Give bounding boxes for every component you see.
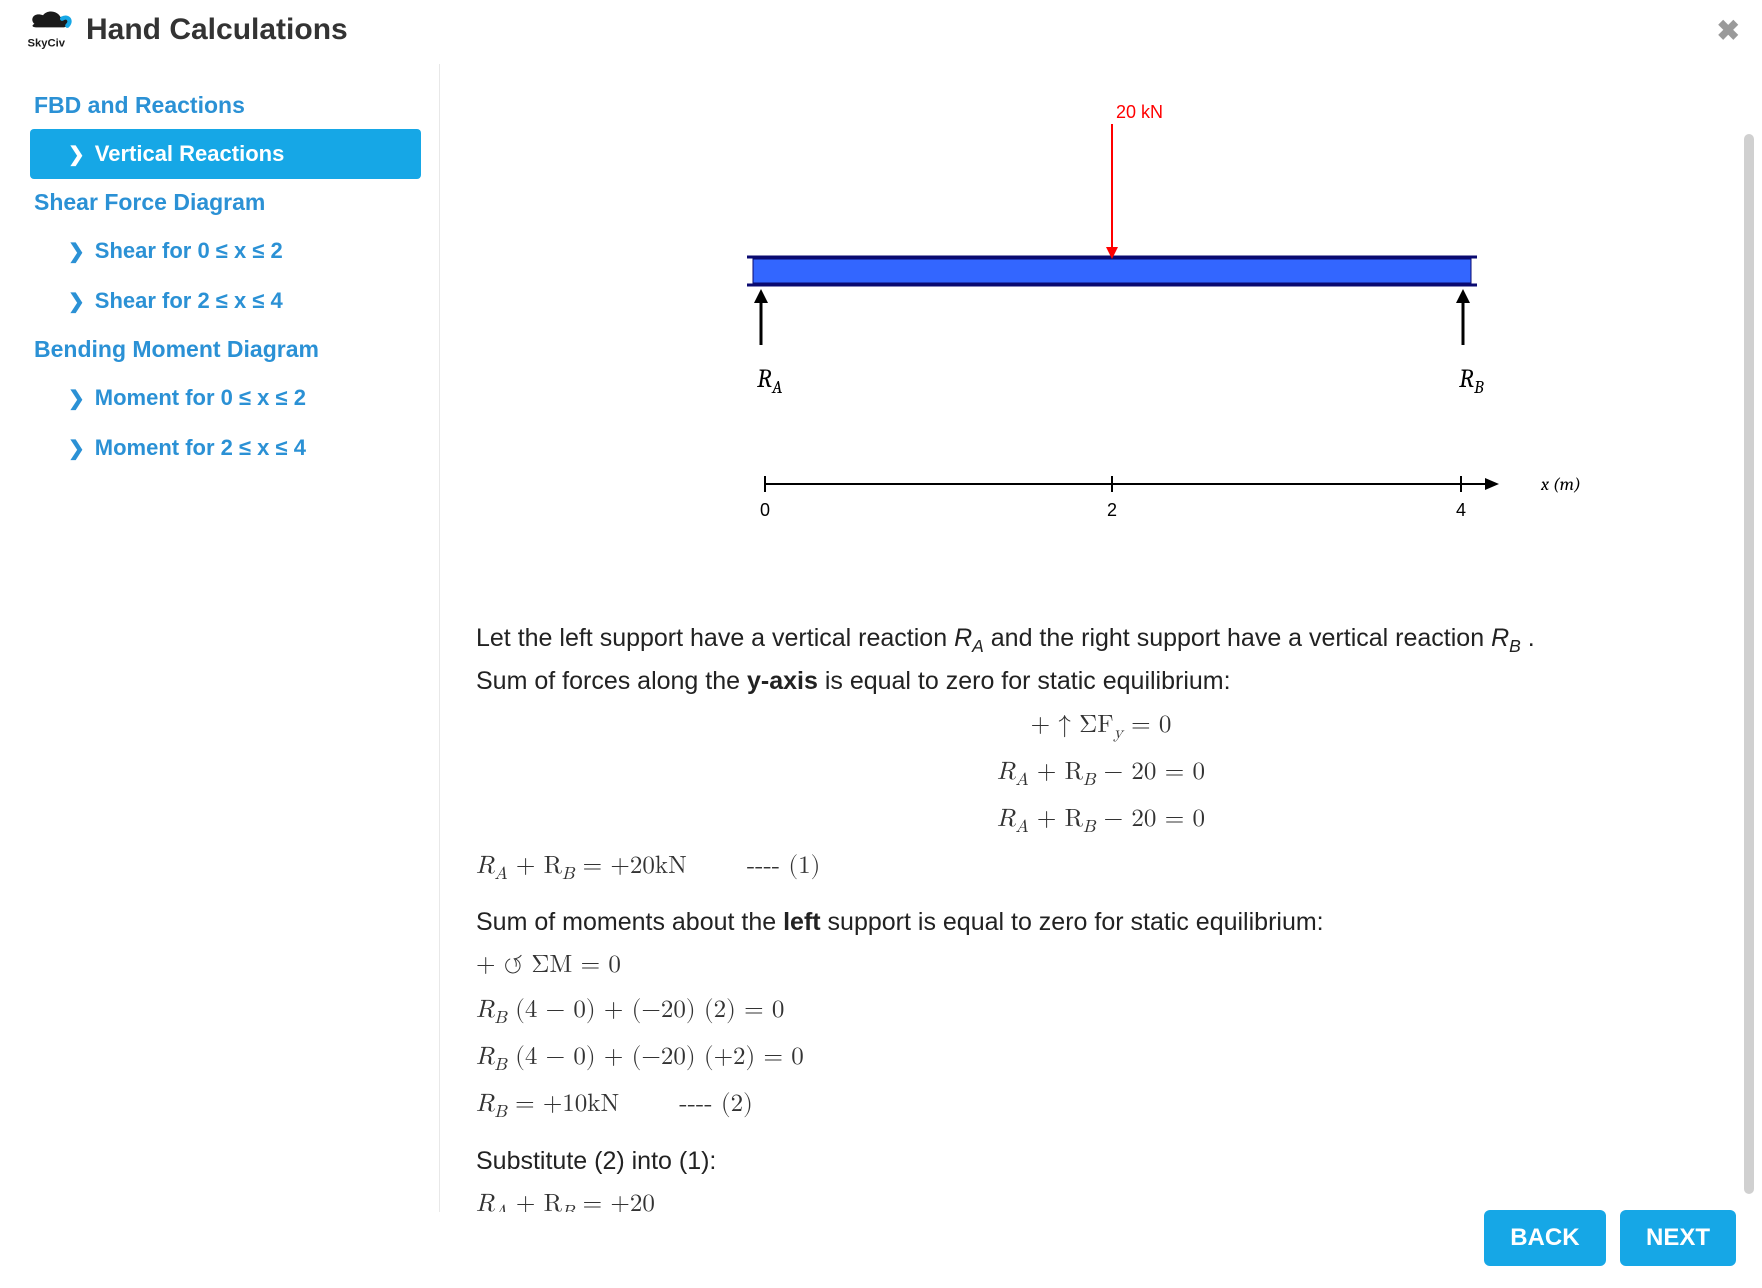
sidebar-item-label: Shear for 0 ≤ x ≤ 2 (95, 238, 283, 264)
skyciv-logo-icon: SkyCiv (24, 8, 76, 52)
close-icon[interactable]: ✖ (1717, 14, 1740, 47)
svg-text:x (m): x (m) (1540, 474, 1581, 495)
substitute-paragraph: Substitute (2) into (1): (476, 1143, 1726, 1179)
intro-paragraph: Let the left support have a vertical rea… (476, 620, 1726, 659)
equation: RA + RB = +20 (476, 1185, 1726, 1212)
sidebar-item-shear-2-4[interactable]: ❯ Shear for 2 ≤ x ≤ 4 (30, 276, 439, 326)
chevron-right-icon: ❯ (68, 239, 85, 264)
svg-text:2: 2 (1107, 500, 1117, 520)
svg-text:RB: RB (1459, 364, 1484, 398)
sidebar-item-vertical-reactions[interactable]: ❯ Vertical Reactions (30, 129, 421, 179)
equation-result-2: RB = +10kN---- (2) (476, 1085, 1726, 1126)
sidebar-section-fbd[interactable]: FBD and Reactions (30, 82, 439, 129)
header: SkyCiv Hand Calculations (0, 0, 1762, 64)
footer-buttons: BACK NEXT (1474, 1210, 1736, 1266)
equation: RA + RB − 20 = 0 (831, 753, 1371, 794)
sidebar: FBD and Reactions ❯ Vertical Reactions S… (0, 64, 440, 1212)
equation: + ↑ ΣFy = 0 (831, 706, 1371, 747)
equation-result-1: RA + RB = +20kN---- (1) (476, 847, 1726, 888)
sidebar-item-label: Moment for 0 ≤ x ≤ 2 (95, 385, 306, 411)
sidebar-section-shear[interactable]: Shear Force Diagram (30, 179, 439, 226)
chevron-right-icon: ❯ (68, 142, 85, 167)
sum-forces-paragraph: Sum of forces along the y-axis is equal … (476, 663, 1726, 699)
sidebar-item-label: Vertical Reactions (95, 141, 285, 167)
sidebar-item-moment-2-4[interactable]: ❯ Moment for 2 ≤ x ≤ 4 (30, 423, 439, 473)
back-button[interactable]: BACK (1484, 1210, 1605, 1266)
sidebar-item-shear-0-2[interactable]: ❯ Shear for 0 ≤ x ≤ 2 (30, 226, 439, 276)
free-body-diagram: 20 kN RA RB 0 2 4 x (m) (476, 84, 1726, 604)
sum-moments-paragraph: Sum of moments about the left support is… (476, 904, 1726, 940)
equation: + ↺ ΣM = 0 (476, 946, 1726, 985)
svg-text:4: 4 (1456, 500, 1466, 520)
sidebar-item-label: Moment for 2 ≤ x ≤ 4 (95, 435, 306, 461)
scrollbar[interactable] (1744, 134, 1754, 1194)
svg-text:0: 0 (760, 500, 770, 520)
svg-text:SkyCiv: SkyCiv (27, 37, 65, 49)
chevron-right-icon: ❯ (68, 436, 85, 461)
equation: RA + RB − 20 = 0 (831, 800, 1371, 841)
chevron-right-icon: ❯ (68, 289, 85, 314)
equation: RB (4 − 0) + (−20) (2) = 0 (476, 991, 1726, 1032)
sidebar-section-moment[interactable]: Bending Moment Diagram (30, 326, 439, 373)
page-title: Hand Calculations (86, 13, 348, 47)
equation: RB (4 − 0) + (−20) (+2) = 0 (476, 1038, 1726, 1079)
svg-text:20 kN: 20 kN (1116, 102, 1163, 122)
main-content: 20 kN RA RB 0 2 4 x (m) Let the left support h… (440, 64, 1762, 1212)
chevron-right-icon: ❯ (68, 386, 85, 411)
sidebar-item-moment-0-2[interactable]: ❯ Moment for 0 ≤ x ≤ 2 (30, 373, 439, 423)
svg-text:RA: RA (757, 364, 783, 398)
next-button[interactable]: NEXT (1620, 1210, 1736, 1266)
sidebar-item-label: Shear for 2 ≤ x ≤ 4 (95, 288, 283, 314)
